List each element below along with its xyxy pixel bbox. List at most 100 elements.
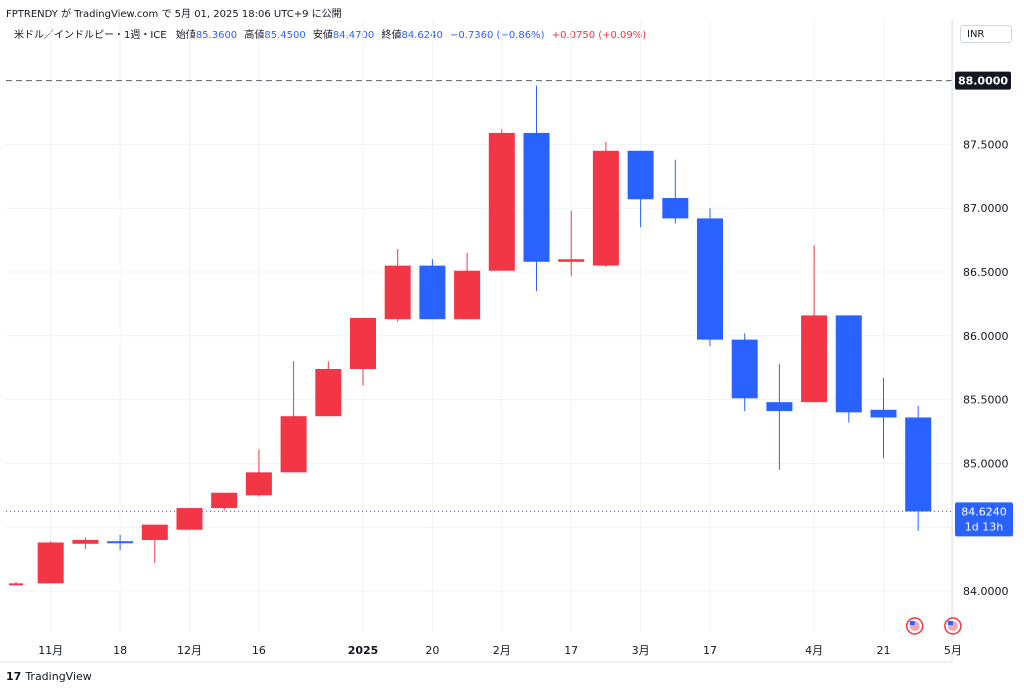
event-icons-layer xyxy=(905,617,962,635)
ohlc-legend: 米ドル／インドルピー・1週・ICE 始値85.3600 高値85.4500 安値… xyxy=(14,26,646,41)
candle-body xyxy=(801,315,828,403)
low-label: 安値 xyxy=(312,30,333,41)
candle xyxy=(350,317,376,386)
candle-body xyxy=(697,218,723,340)
candle xyxy=(211,492,238,511)
us-flag-event-icon xyxy=(947,621,953,625)
candle-body xyxy=(211,492,238,509)
high-label: 高値 xyxy=(244,30,265,41)
last-price-label: 84.6240 xyxy=(961,505,1007,518)
candle-body xyxy=(245,472,272,496)
candle-body xyxy=(592,150,619,266)
currency-selector[interactable]: INR xyxy=(960,25,1012,43)
candle-body xyxy=(350,317,376,369)
candle-body xyxy=(558,259,585,262)
candle-body xyxy=(731,339,758,399)
x-tick-label: 18 xyxy=(113,644,127,657)
close-value: 84.6240 xyxy=(401,30,443,41)
symbol-label: 米ドル／インドルピー・1週・ICE xyxy=(14,30,167,41)
candle xyxy=(315,361,342,417)
candle xyxy=(905,405,932,532)
grid-lines xyxy=(6,20,954,632)
candle xyxy=(141,524,168,563)
x-tick-label: 16 xyxy=(252,644,266,657)
candle xyxy=(697,208,723,347)
candle-body xyxy=(835,315,862,413)
candle xyxy=(419,259,446,320)
x-tick-label: 2月 xyxy=(493,644,511,657)
x-tick-label: 3月 xyxy=(632,644,650,657)
candle-body xyxy=(72,539,99,544)
x-tick-label: 21 xyxy=(877,644,891,657)
candle xyxy=(245,449,272,497)
x-tick-label: 20 xyxy=(425,644,439,657)
y-tick-label: 87.5000 xyxy=(963,138,1009,151)
candle xyxy=(627,150,654,228)
candle-body xyxy=(454,270,481,320)
candle-body xyxy=(107,541,134,544)
candle-body xyxy=(280,416,307,473)
reference-price-badge xyxy=(955,71,1011,90)
candle xyxy=(801,245,828,403)
reference-price-label: 88.0000 xyxy=(958,75,1008,88)
y-tick-label: 87.0000 xyxy=(963,202,1009,215)
tradingview-logo-icon: 17 xyxy=(6,670,22,683)
candle xyxy=(558,210,585,276)
candle xyxy=(870,377,897,459)
x-tick-label: 17 xyxy=(564,644,578,657)
candle-body xyxy=(766,402,793,412)
candle xyxy=(592,141,619,267)
x-tick-label: 4月 xyxy=(805,644,823,657)
us-flag-event-icon xyxy=(909,621,915,625)
candle-body xyxy=(627,150,654,200)
candle xyxy=(72,537,99,549)
reference-line-layer xyxy=(6,80,952,512)
y-tick-label: 85.0000 xyxy=(963,457,1009,470)
y-tick-label: 84.0000 xyxy=(963,585,1009,598)
candle xyxy=(766,363,793,470)
candle xyxy=(9,582,23,586)
candle-body xyxy=(141,524,168,540)
change2-value: +0.0750 (+0.09%) xyxy=(551,30,647,41)
axis-layer: 84.000084.500085.000085.500086.000086.50… xyxy=(0,20,1013,663)
y-tick-label: 86.0000 xyxy=(963,330,1009,343)
change-value: −0.7360 (−0.86%) xyxy=(450,30,545,41)
candles-layer xyxy=(9,85,932,586)
low-value: 84.4700 xyxy=(332,30,375,41)
close-label: 終値 xyxy=(381,30,402,41)
candle xyxy=(37,541,64,584)
countdown-label: 1d 13h xyxy=(965,520,1003,533)
candle-body xyxy=(523,132,550,262)
tradingview-footer[interactable]: 17 TradingView xyxy=(6,670,92,683)
open-value: 85.3600 xyxy=(195,30,238,41)
candle-body xyxy=(488,132,515,271)
candle xyxy=(454,252,481,320)
y-tick-label: 85.5000 xyxy=(963,394,1009,407)
open-label: 始値 xyxy=(175,30,196,41)
candle xyxy=(384,249,411,322)
candle xyxy=(107,534,134,551)
candle xyxy=(731,333,758,412)
y-tick-label: 86.5000 xyxy=(963,266,1009,279)
x-tick-label: 5月 xyxy=(944,644,962,657)
x-tick-label: 11月 xyxy=(38,644,63,657)
candle-body xyxy=(9,583,23,586)
candle xyxy=(488,129,515,271)
candle xyxy=(523,85,550,292)
x-tick-label: 17 xyxy=(703,644,717,657)
last-price-badge xyxy=(955,502,1013,537)
candle-body xyxy=(905,417,932,512)
tradingview-brand: TradingView xyxy=(25,670,92,683)
candle-body xyxy=(176,508,203,530)
candle-body xyxy=(315,368,342,417)
x-tick-label: 12月 xyxy=(177,644,202,657)
candle-body xyxy=(384,265,411,320)
candle xyxy=(280,361,307,473)
high-value: 85.4500 xyxy=(264,30,306,41)
candle xyxy=(176,508,203,530)
candle-body xyxy=(37,542,64,584)
candle xyxy=(835,315,862,423)
candle-body xyxy=(419,265,446,320)
candle xyxy=(662,159,689,224)
